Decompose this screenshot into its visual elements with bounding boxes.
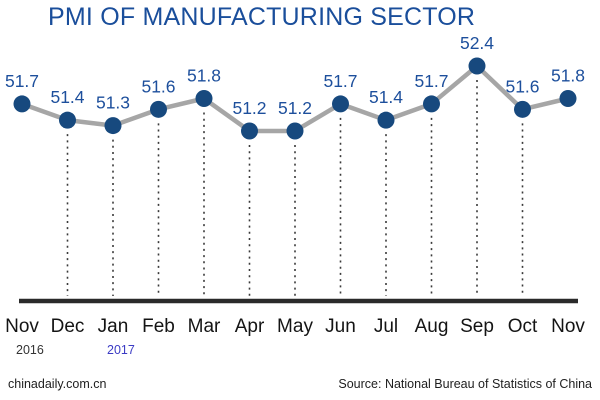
month-label: Jan	[98, 316, 129, 337]
data-point-marker	[13, 95, 31, 113]
data-point-marker	[514, 100, 531, 118]
data-point-marker	[241, 122, 258, 140]
data-point-label: 51.6	[505, 76, 539, 96]
data-point-label: 51.2	[232, 98, 266, 118]
month-label: Aug	[415, 316, 449, 337]
data-point-label: 51.6	[141, 76, 175, 96]
data-point-marker	[59, 111, 76, 129]
month-label: Feb	[142, 316, 175, 337]
data-point-marker	[332, 95, 349, 113]
data-point-marker	[150, 100, 167, 118]
data-point-marker	[195, 90, 213, 107]
data-point-label: 51.3	[96, 93, 130, 113]
data-point-label: 51.4	[369, 87, 403, 107]
month-label: Oct	[508, 316, 538, 337]
data-point-label: 51.7	[5, 71, 39, 91]
month-label: Mar	[188, 316, 221, 337]
data-point-label: 51.8	[551, 66, 585, 86]
data-point-label: 51.4	[50, 87, 84, 107]
data-point-marker	[468, 57, 486, 75]
data-point-marker	[377, 111, 395, 129]
data-point-label: 51.2	[278, 98, 312, 118]
data-point-marker	[423, 95, 440, 113]
month-label: Nov	[5, 316, 39, 337]
chart-title: PMI OF MANUFACTURING SECTOR	[48, 3, 476, 31]
data-point-label: 51.7	[323, 71, 357, 91]
year-labels: 2016 2017	[16, 343, 135, 357]
year-label: 2017	[107, 343, 135, 357]
month-label: Sep	[460, 316, 494, 337]
month-label: Dec	[51, 316, 85, 337]
year-label: 2016	[16, 343, 44, 357]
month-label: Nov	[551, 316, 585, 337]
month-label: Apr	[235, 316, 265, 337]
data-point-marker	[559, 90, 577, 107]
month-label: Jul	[374, 316, 398, 337]
x-axis-labels: Nov Dec Jan Feb Mar Apr May Jun Jul Aug Sep Oct Nov	[5, 316, 585, 337]
data-point-labels: 51.7 51.4 51.3 51.6 51.8 51.2 51.2 51.7 51.4 51.7…	[5, 33, 585, 118]
month-label: Jun	[325, 316, 356, 337]
source-attribution: Source: National Bureau of Statistics of…	[338, 377, 592, 391]
data-point-label: 51.8	[187, 66, 221, 86]
data-point-label: 52.4	[460, 33, 494, 53]
data-point-marker	[104, 117, 122, 135]
data-point-markers	[13, 57, 577, 140]
month-label: May	[277, 316, 313, 337]
data-point-label: 51.7	[414, 71, 448, 91]
drop-lines	[66, 80, 524, 296]
data-point-marker	[286, 122, 304, 140]
watermark-chinadaily: chinadaily.com.cn	[8, 377, 107, 391]
